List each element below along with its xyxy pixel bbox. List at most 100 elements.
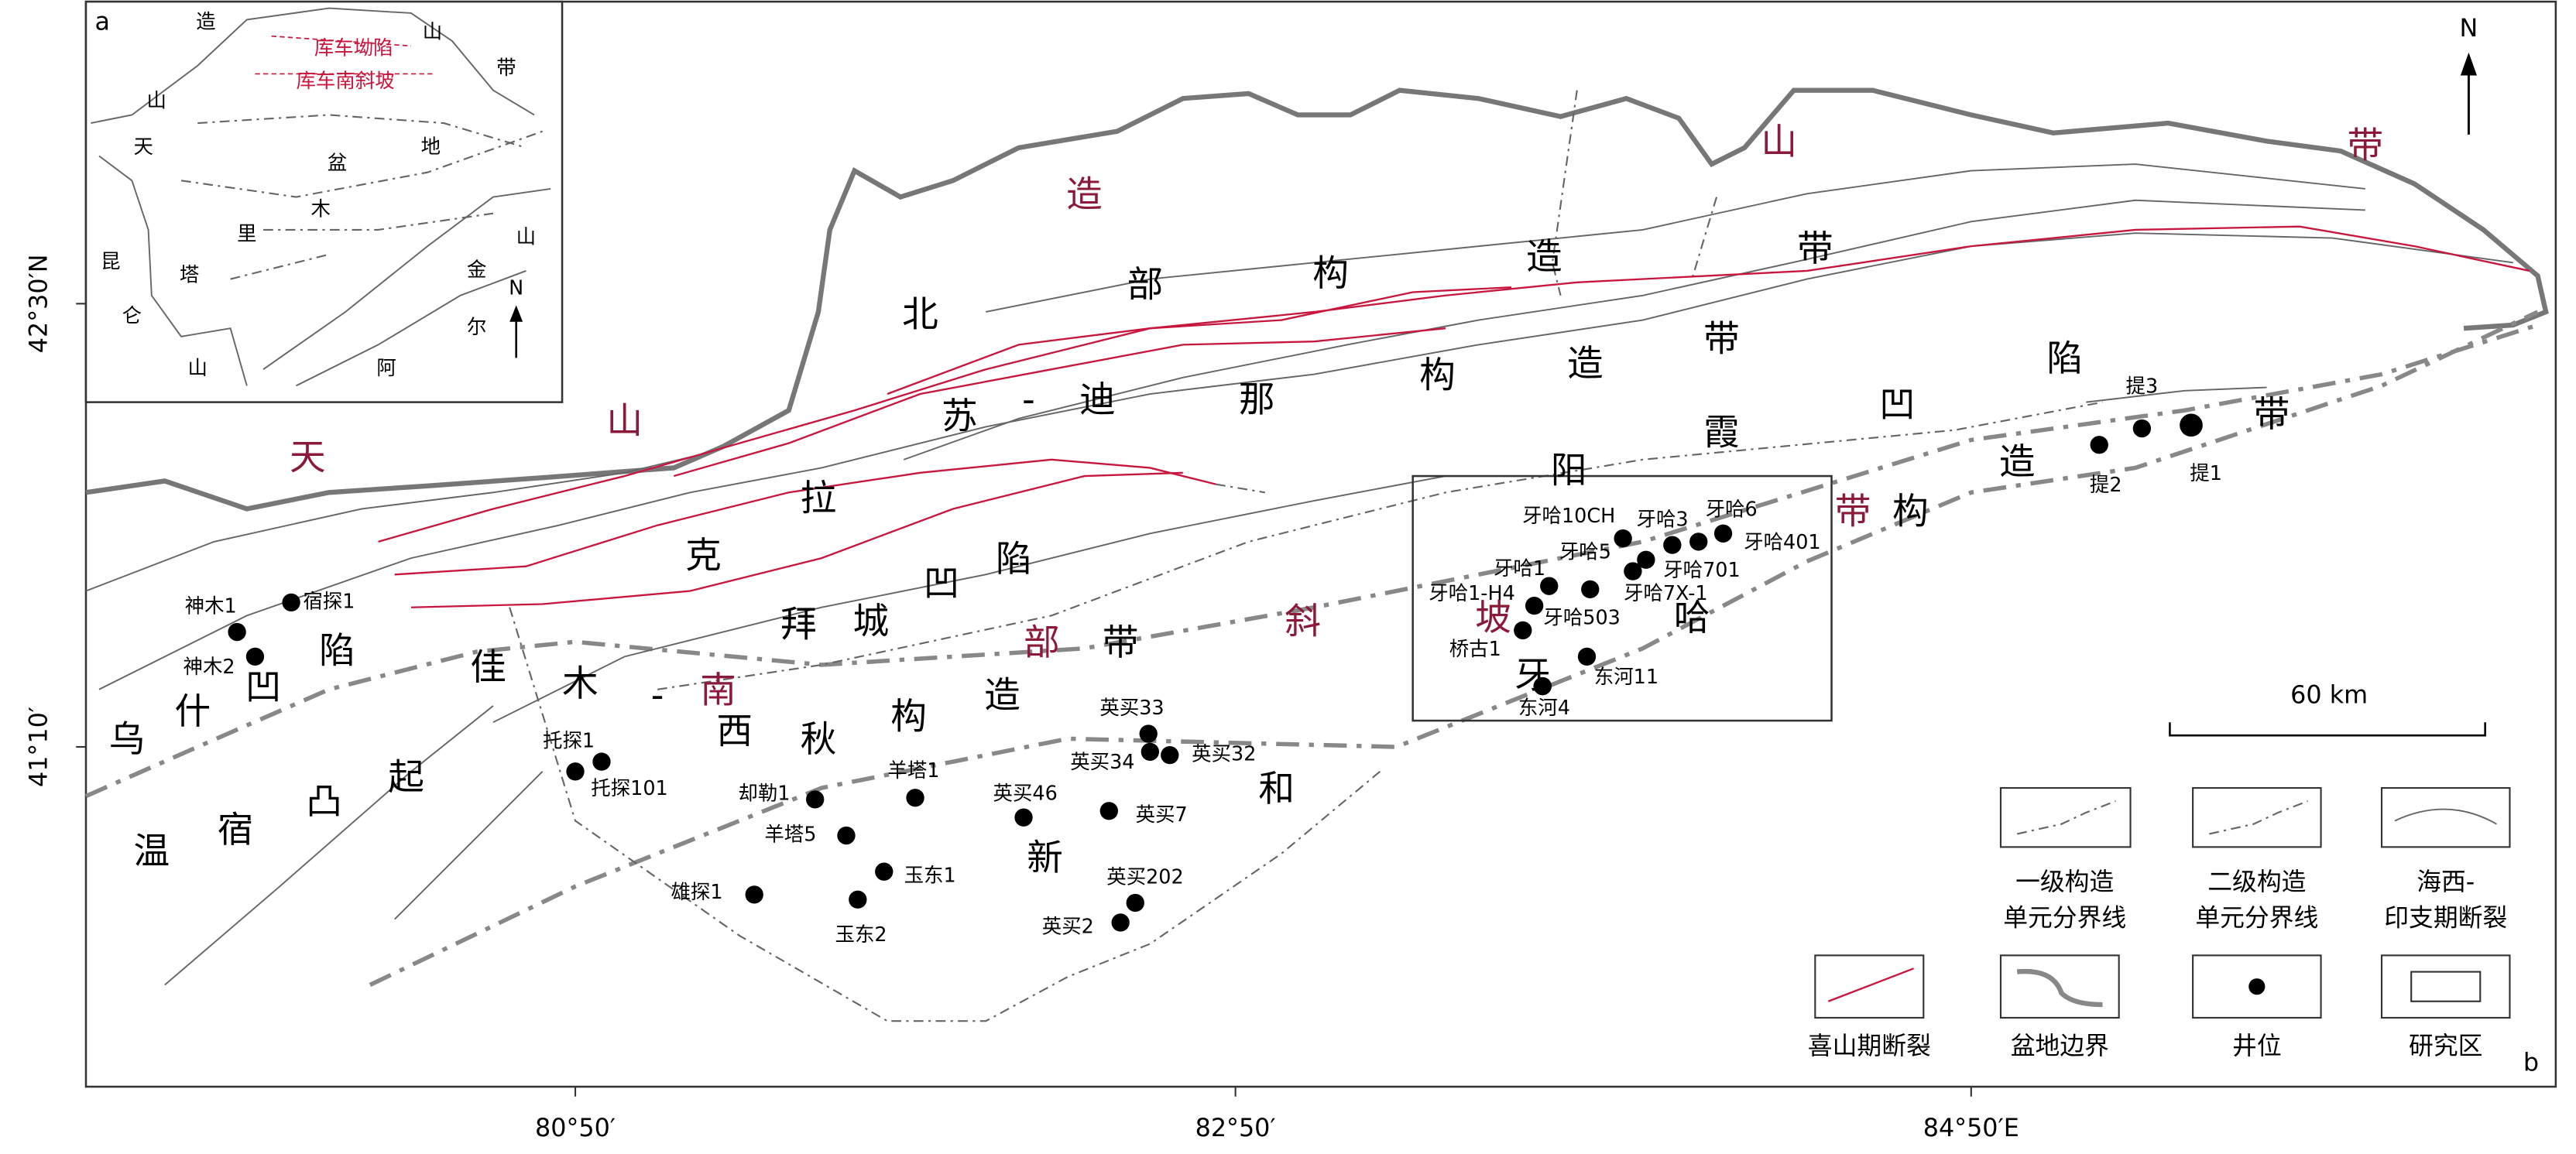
region-label: 带 <box>1797 228 1833 270</box>
region-label: 构 <box>890 696 927 738</box>
well <box>1525 596 1544 615</box>
well-label: 东河4 <box>1518 697 1570 720</box>
well <box>806 790 825 809</box>
region-label: 陷 <box>996 539 1032 580</box>
well <box>2132 419 2152 438</box>
well <box>875 862 894 881</box>
well <box>1540 577 1559 595</box>
well-label: 牙哈6 <box>1706 498 1758 522</box>
well <box>745 885 763 904</box>
region-label: 造 <box>1526 237 1562 279</box>
well-label: 宿探1 <box>303 590 355 613</box>
well-label: 玉东2 <box>835 923 887 947</box>
map-lines <box>84 87 2549 1022</box>
region-label: 宿 <box>218 810 254 851</box>
well-label: 提2 <box>2090 474 2122 497</box>
region-label: 温 <box>134 830 170 872</box>
region-label: 部 <box>1024 622 1060 664</box>
region-label: 起 <box>388 757 424 799</box>
inset-label: 木 <box>311 197 331 221</box>
study-area <box>1411 474 1833 722</box>
well-label: 牙哈5 <box>1559 541 1611 564</box>
well-label: 托探101 <box>591 777 667 800</box>
legend-label: 海西- <box>2417 867 2475 896</box>
inset-label: 阿 <box>376 357 396 380</box>
region-label: 造 <box>1999 442 2036 484</box>
inset-label: 金 <box>467 259 486 282</box>
region-label: 构 <box>1419 354 1456 396</box>
well <box>1014 808 1033 827</box>
well <box>2180 413 2203 437</box>
inset-north-arrow-head <box>509 305 523 322</box>
well-label: 牙哈401 <box>1744 531 1820 554</box>
inset-label: 山 <box>516 226 536 249</box>
region-label: 天 <box>290 437 326 478</box>
region-label: 凹 <box>1879 384 1916 426</box>
north-arrow-head <box>2460 52 2478 76</box>
region-label: 带 <box>2254 394 2290 436</box>
region-label: 什 <box>175 691 211 733</box>
well-label: 提1 <box>2190 462 2222 485</box>
x-axis-label: 82°50′ <box>1195 1113 1276 1142</box>
well <box>566 762 585 781</box>
legend-label: 盆地边界 <box>2011 1031 2109 1060</box>
well <box>1577 647 1597 666</box>
well <box>1713 524 1733 543</box>
well <box>1533 676 1552 696</box>
inset-label: 带 <box>496 57 516 80</box>
inset-north: N <box>509 276 523 300</box>
well-label: 神木1 <box>185 595 237 618</box>
inset-label: 尔 <box>467 316 486 339</box>
region-label: 苏 <box>942 396 978 437</box>
scale-bar <box>2169 722 2486 737</box>
well-label: 神木2 <box>184 656 235 679</box>
well-label: 牙哈1-H4 <box>1429 582 1515 605</box>
legend-label: 二级构造 <box>2207 867 2306 896</box>
region-label: 和 <box>1258 769 1295 810</box>
well-label: 牙哈1 <box>1494 557 1545 580</box>
well <box>245 647 265 666</box>
region-label: 陷 <box>2046 338 2083 380</box>
well-label: 羊塔5 <box>764 824 816 847</box>
well-label: 英买2 <box>1042 915 1094 938</box>
well-label: 提3 <box>2126 375 2159 399</box>
y-axis-label: 42°30′N <box>24 254 53 353</box>
region-label: 凹 <box>924 563 960 605</box>
well <box>2090 436 2108 454</box>
region-label: 哈 <box>1674 598 1710 639</box>
well-label: 却勒1 <box>738 782 790 806</box>
region-label: - <box>1022 379 1035 421</box>
region-label: 凹 <box>245 666 282 708</box>
map-frame <box>84 0 2557 1088</box>
legend-label: 单元分界线 <box>2003 903 2126 933</box>
inset-label: 山 <box>146 89 166 112</box>
region-label: 带 <box>1703 319 1740 361</box>
well <box>1581 580 1600 599</box>
region-label: - <box>651 675 664 717</box>
well-label: 牙哈7X-1 <box>1624 582 1708 605</box>
legend-label: 印支期断裂 <box>2384 903 2507 933</box>
well-label: 托探1 <box>543 730 595 753</box>
region-label: 构 <box>1312 253 1349 295</box>
well <box>282 593 300 612</box>
well-label: 牙哈701 <box>1663 559 1740 582</box>
well-label: 东河11 <box>1594 666 1658 689</box>
region-label: 那 <box>1239 379 1275 421</box>
well <box>1099 802 1118 820</box>
inset-label: 盆 <box>328 152 347 175</box>
inset-label: 造 <box>196 11 215 34</box>
inset-label: 塔 <box>180 263 199 286</box>
region-label: 斜 <box>1285 601 1321 642</box>
well-label: 牙哈3 <box>1637 508 1689 531</box>
region-label: 霞 <box>1703 413 1740 454</box>
well-label: 英买46 <box>993 782 1058 806</box>
well <box>1624 562 1642 580</box>
region-label: 拉 <box>801 478 837 519</box>
region-label: 部 <box>1127 265 1164 306</box>
region-label: 山 <box>1761 122 1797 163</box>
region-label: 城 <box>852 601 889 642</box>
region-label: 坡 <box>1475 598 1511 639</box>
well <box>837 826 856 845</box>
legend-label: 单元分界线 <box>2195 903 2318 933</box>
